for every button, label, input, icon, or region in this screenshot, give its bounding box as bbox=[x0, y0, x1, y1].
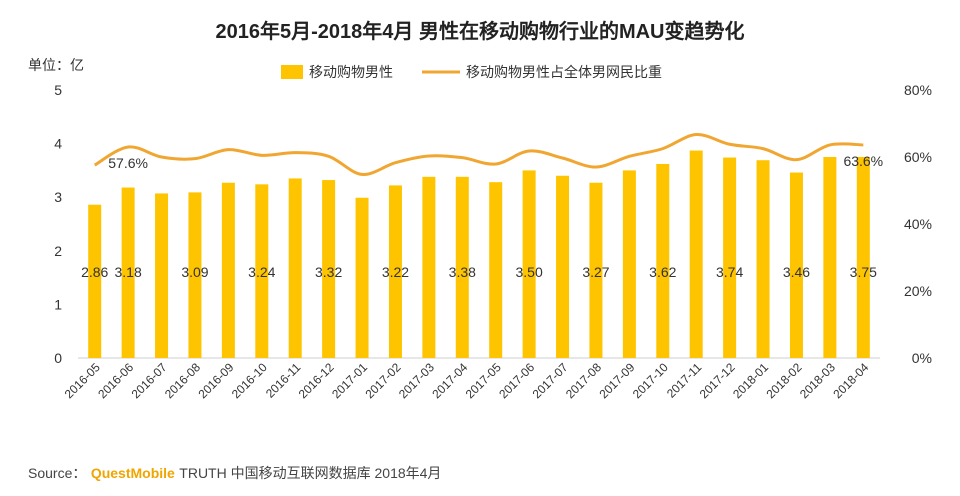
bar-value-label: 3.74 bbox=[716, 264, 743, 280]
line-series bbox=[93, 133, 864, 176]
x-tick-label: 2017-10 bbox=[630, 360, 671, 401]
x-tick-label: 2017-11 bbox=[664, 360, 705, 401]
y-left-tick: 3 bbox=[54, 189, 62, 205]
x-tick-label: 2017-08 bbox=[563, 360, 604, 401]
bar bbox=[121, 187, 135, 358]
bar-value-label: 2.86 bbox=[81, 264, 108, 280]
y-left-tick: 1 bbox=[54, 296, 62, 312]
y-right-tick: 60% bbox=[904, 149, 932, 165]
source-text: Source： QuestMobile TRUTH 中国移动互联网数据库 201… bbox=[28, 465, 441, 482]
bar bbox=[589, 182, 603, 358]
bar-value-label: 3.50 bbox=[516, 264, 543, 280]
bar bbox=[455, 176, 469, 358]
x-tick-label: 2018-04 bbox=[830, 360, 871, 401]
chart-title: 2016年5月-2018年4月 男性在移动购物行业的MAU变趋势化 bbox=[216, 19, 745, 43]
bar bbox=[723, 157, 737, 358]
x-tick-label: 2017-04 bbox=[429, 360, 470, 401]
legend: 移动购物男性 移动购物男性占全体男网民比重 bbox=[281, 64, 662, 80]
share-line bbox=[93, 133, 864, 176]
bar-value-label: 3.46 bbox=[783, 264, 810, 280]
source-brand: QuestMobile bbox=[91, 465, 175, 481]
y-right-tick: 20% bbox=[904, 283, 932, 299]
legend-bar-swatch bbox=[281, 65, 303, 79]
legend-bar-label: 移动购物男性 bbox=[309, 64, 393, 80]
unit-label: 单位：亿 bbox=[28, 57, 84, 73]
bar bbox=[388, 185, 402, 358]
bar bbox=[856, 157, 870, 358]
right-axis: 0% 20% 40% 60% 80% bbox=[904, 82, 932, 366]
bar-value-label: 3.62 bbox=[649, 264, 676, 280]
source-suffix: TRUTH 中国移动互联网数据库 2018年4月 bbox=[179, 465, 441, 481]
bar bbox=[255, 184, 269, 358]
y-left-tick: 0 bbox=[54, 350, 62, 366]
bar-value-label: 3.24 bbox=[248, 264, 275, 280]
bar-value-label: 3.38 bbox=[449, 264, 476, 280]
x-tick-label: 2016-09 bbox=[195, 360, 236, 401]
bar bbox=[422, 176, 436, 358]
x-tick-label: 2016-07 bbox=[129, 360, 170, 401]
x-tick-label: 2016-10 bbox=[229, 360, 270, 401]
bar-value-label: 3.18 bbox=[115, 264, 142, 280]
y-left-tick: 4 bbox=[54, 136, 62, 152]
y-left-tick: 2 bbox=[54, 243, 62, 259]
x-tick-label: 2017-01 bbox=[329, 360, 370, 401]
bar bbox=[355, 197, 369, 358]
x-tick-label: 2017-12 bbox=[697, 360, 738, 401]
y-right-tick: 0% bbox=[912, 350, 932, 366]
source-prefix: Source： bbox=[28, 465, 86, 481]
x-tick-label: 2016-12 bbox=[296, 360, 337, 401]
bar-value-label: 3.32 bbox=[315, 264, 342, 280]
x-tick-label: 2018-02 bbox=[764, 360, 805, 401]
bar bbox=[789, 172, 803, 358]
x-tick-label: 2018-03 bbox=[797, 360, 838, 401]
left-axis: 0 1 2 3 4 5 bbox=[54, 82, 62, 366]
x-axis: 2016-052016-062016-072016-082016-092016-… bbox=[62, 360, 872, 401]
bar bbox=[88, 204, 102, 358]
bar bbox=[622, 170, 636, 358]
x-tick-label: 2016-11 bbox=[263, 360, 304, 401]
x-tick-label: 2017-05 bbox=[463, 360, 504, 401]
x-tick-label: 2016-06 bbox=[95, 360, 136, 401]
bar bbox=[322, 180, 336, 358]
x-tick-label: 2016-08 bbox=[162, 360, 203, 401]
x-tick-label: 2017-06 bbox=[496, 360, 537, 401]
line-value-label: 57.6% bbox=[108, 155, 148, 171]
y-right-tick: 40% bbox=[904, 216, 932, 232]
bar-value-label: 3.75 bbox=[850, 264, 877, 280]
x-tick-label: 2017-02 bbox=[363, 360, 404, 401]
bar bbox=[556, 175, 570, 358]
bar bbox=[656, 163, 670, 358]
bar bbox=[155, 193, 169, 358]
x-tick-label: 2018-01 bbox=[730, 360, 771, 401]
bar bbox=[188, 192, 202, 358]
bar bbox=[288, 178, 302, 358]
data-labels: 2.86 3.18 3.09 3.24 3.32 3.22 3.38 3.50 3.27 3.62… bbox=[81, 153, 883, 280]
x-tick-label: 2017-03 bbox=[396, 360, 437, 401]
legend-line-label: 移动购物男性占全体男网民比重 bbox=[466, 64, 662, 80]
bar bbox=[823, 157, 837, 358]
bar-value-label: 3.27 bbox=[582, 264, 609, 280]
y-left-tick: 5 bbox=[54, 82, 62, 98]
bar bbox=[221, 182, 235, 358]
y-right-tick: 80% bbox=[904, 82, 932, 98]
x-tick-label: 2017-07 bbox=[530, 360, 571, 401]
bar-value-label: 3.22 bbox=[382, 264, 409, 280]
bar-value-label: 3.09 bbox=[181, 264, 208, 280]
x-tick-label: 2016-05 bbox=[62, 360, 103, 401]
x-tick-label: 2017-09 bbox=[596, 360, 637, 401]
bar-series bbox=[88, 150, 870, 358]
bar bbox=[756, 160, 770, 358]
bar bbox=[689, 150, 703, 358]
bar bbox=[489, 182, 503, 358]
bar bbox=[522, 170, 536, 358]
line-value-label: 63.6% bbox=[843, 153, 883, 169]
